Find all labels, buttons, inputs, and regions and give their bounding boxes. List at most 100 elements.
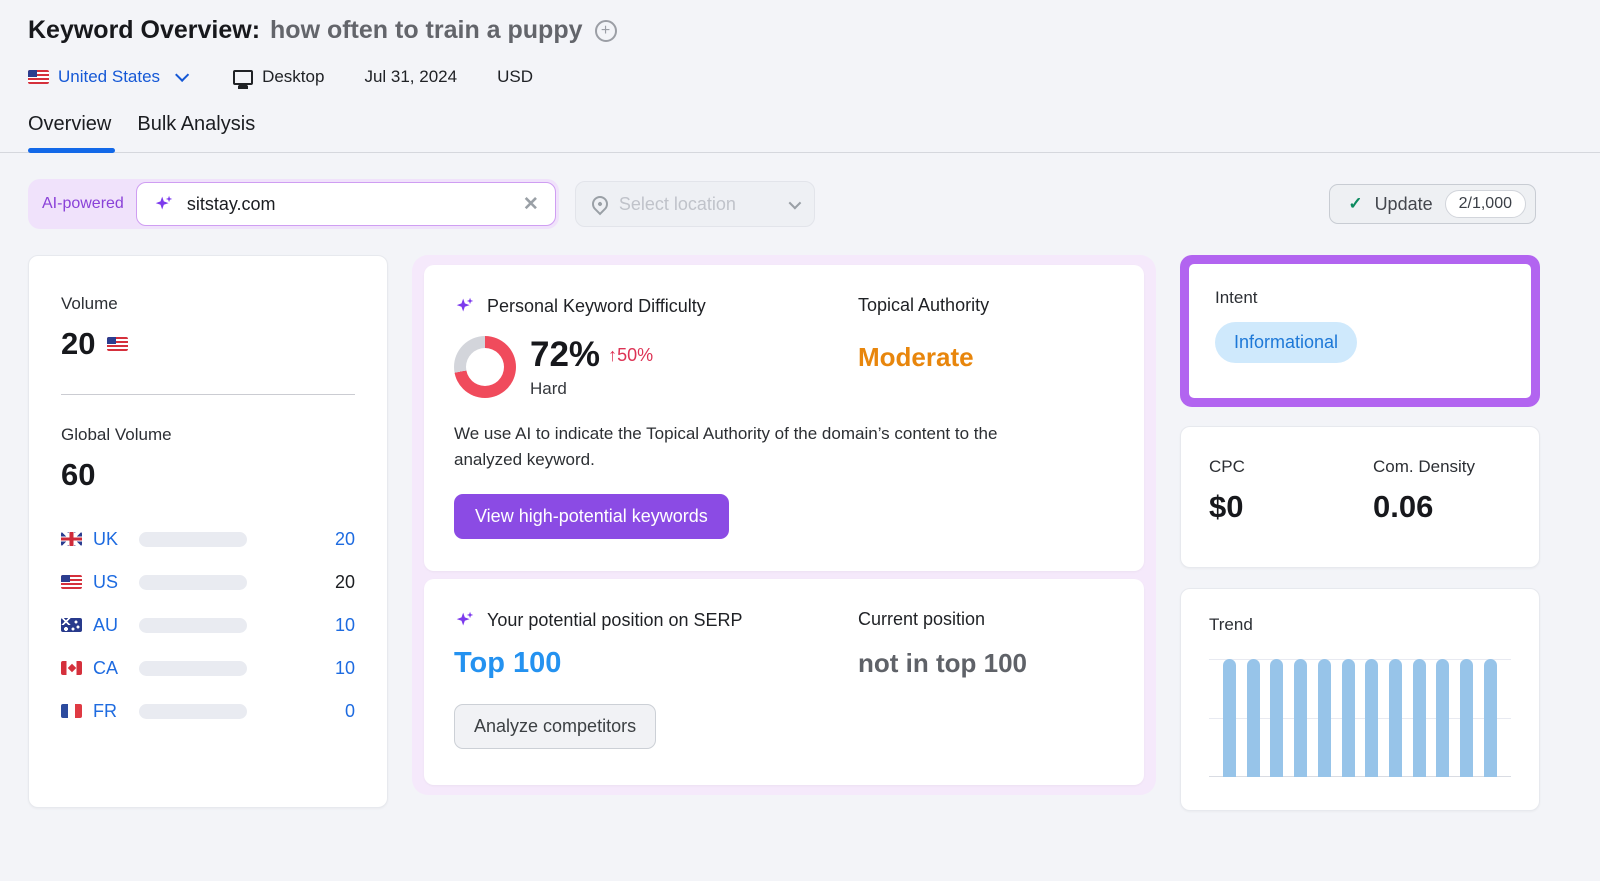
chevron-down-icon [175, 67, 190, 82]
volume-bar-track [139, 531, 247, 547]
update-button-label: Update [1374, 193, 1433, 214]
country-code: CA [93, 657, 119, 678]
location-pin-icon [588, 192, 612, 216]
pkd-description: We use AI to indicate the Topical Author… [454, 424, 998, 469]
card-divider [61, 394, 355, 395]
volume-bar-track [139, 617, 247, 633]
cpc-density-card: CPC $0 Com. Density 0.06 [1180, 426, 1540, 568]
view-high-potential-keywords-button[interactable]: View high-potential keywords [454, 494, 729, 539]
country-volume-list: UK 20 US 20 AU 10 CA [61, 527, 355, 723]
pkd-title: Personal Keyword Difficulty [487, 295, 706, 316]
tab-overview[interactable]: Overview [28, 113, 116, 153]
trend-bar [1223, 659, 1236, 777]
pkd-header: Personal Keyword Difficulty [454, 295, 858, 317]
trend-card: Trend [1180, 588, 1540, 811]
country-row-fr: FR 0 [61, 699, 355, 723]
intent-card: Intent Informational [1189, 264, 1531, 398]
intent-highlight-outline: Intent Informational [1180, 255, 1540, 407]
serp-header: Your potential position on SERP [454, 609, 858, 631]
location-select[interactable]: Select location [574, 181, 815, 227]
country-row-us: US 20 [61, 570, 355, 594]
trend-bar [1294, 659, 1308, 777]
trend-bar [1317, 659, 1331, 777]
country-selector[interactable]: United States [28, 67, 190, 87]
volume-value-row: 20 [61, 326, 355, 362]
uk-flag-icon [61, 532, 82, 546]
add-keyword-icon[interactable]: + [594, 19, 617, 42]
difficulty-level: Hard [530, 379, 567, 398]
tab-bulk-analysis[interactable]: Bulk Analysis [137, 113, 256, 135]
trend-bar [1412, 659, 1426, 777]
update-quota-badge: 2/1,000 [1444, 190, 1526, 218]
com-density-label: Com. Density [1373, 457, 1476, 476]
location-placeholder: Select location [618, 193, 736, 214]
topical-authority-value: Moderate [858, 342, 974, 372]
global-volume-value: 60 [61, 457, 96, 492]
country-code: UK [93, 528, 119, 549]
search-toolbar: AI-powered sitstay.com ✕ Select location… [28, 179, 1536, 229]
update-button[interactable]: ✓ Update 2/1,000 [1329, 184, 1536, 224]
fr-flag-icon [61, 704, 82, 718]
country-volume-value: 10 [334, 657, 355, 678]
page-header: Keyword Overview: how often to train a p… [0, 0, 1600, 87]
intent-label: Intent [1215, 288, 1258, 307]
overview-cards: Volume 20 Global Volume 60 UK 20 US [28, 255, 1600, 811]
global-volume-label: Global Volume [61, 425, 172, 444]
country-row-uk: UK 20 [61, 527, 355, 551]
domain-input[interactable]: sitstay.com ✕ [135, 182, 556, 226]
trend-label: Trend [1209, 615, 1253, 634]
pkd-value-row: 72% ↑50% Hard [454, 335, 858, 399]
ai-insights-panel: Personal Keyword Difficulty 72% ↑50% Har… [412, 255, 1156, 795]
serp-position-card: Your potential position on SERP Top 100 … [424, 579, 1144, 785]
tab-divider [0, 152, 1600, 153]
country-code: US [93, 571, 119, 592]
currency-label: USD [497, 67, 533, 86]
country-selector-label: United States [58, 67, 161, 86]
country-code: AU [93, 614, 119, 635]
ca-flag-icon [61, 661, 82, 675]
domain-input-value: sitstay.com [186, 193, 276, 214]
tab-bar: Overview Bulk Analysis [0, 113, 1600, 153]
intent-badge[interactable]: Informational [1215, 322, 1358, 363]
country-volume-value: 10 [334, 614, 355, 635]
trend-bar [1436, 659, 1450, 777]
trend-bar [1341, 659, 1355, 777]
sparkle-icon [456, 611, 474, 626]
date-label: Jul 31, 2024 [364, 67, 458, 86]
com-density-value: 0.06 [1373, 489, 1434, 524]
trend-bars [1209, 659, 1511, 777]
clear-input-icon[interactable]: ✕ [522, 193, 539, 215]
trend-bar [1270, 659, 1284, 777]
cpc-label: CPC [1209, 457, 1245, 476]
country-volume-value: 20 [334, 571, 355, 592]
difficulty-percent: 72% [530, 335, 601, 374]
potential-position-value: Top 100 [454, 647, 562, 679]
volume-bar-track [139, 703, 247, 719]
analyze-competitors-button[interactable]: Analyze competitors [454, 704, 657, 749]
sparkle-icon [456, 297, 474, 312]
volume-value: 20 [61, 326, 96, 361]
current-position-header: Current position [858, 609, 1114, 630]
current-position-label: Current position [858, 609, 986, 629]
cpc-value: $0 [1209, 489, 1244, 524]
trend-chart [1209, 659, 1511, 777]
volume-card: Volume 20 Global Volume 60 UK 20 US [28, 255, 388, 808]
volume-bar-track [139, 574, 247, 590]
us-flag-icon [107, 337, 129, 351]
desktop-icon [233, 69, 254, 85]
ai-powered-group: AI-powered sitstay.com ✕ [28, 179, 559, 229]
country-code: FR [93, 700, 117, 721]
axis-line [1209, 776, 1511, 777]
page-title: Keyword Overview: [28, 16, 261, 44]
meta-row: United States Desktop Jul 31, 2024 USD [28, 67, 1572, 87]
sparkle-icon [155, 195, 173, 210]
trend-bar [1365, 659, 1379, 777]
au-flag-icon [61, 618, 82, 632]
trend-bar [1246, 659, 1260, 777]
volume-bar-track [139, 660, 247, 676]
device-label: Desktop [262, 67, 325, 86]
ai-powered-badge: AI-powered [42, 195, 124, 212]
topical-authority-label: Topical Authority [858, 295, 990, 315]
us-flag-icon [28, 70, 49, 84]
